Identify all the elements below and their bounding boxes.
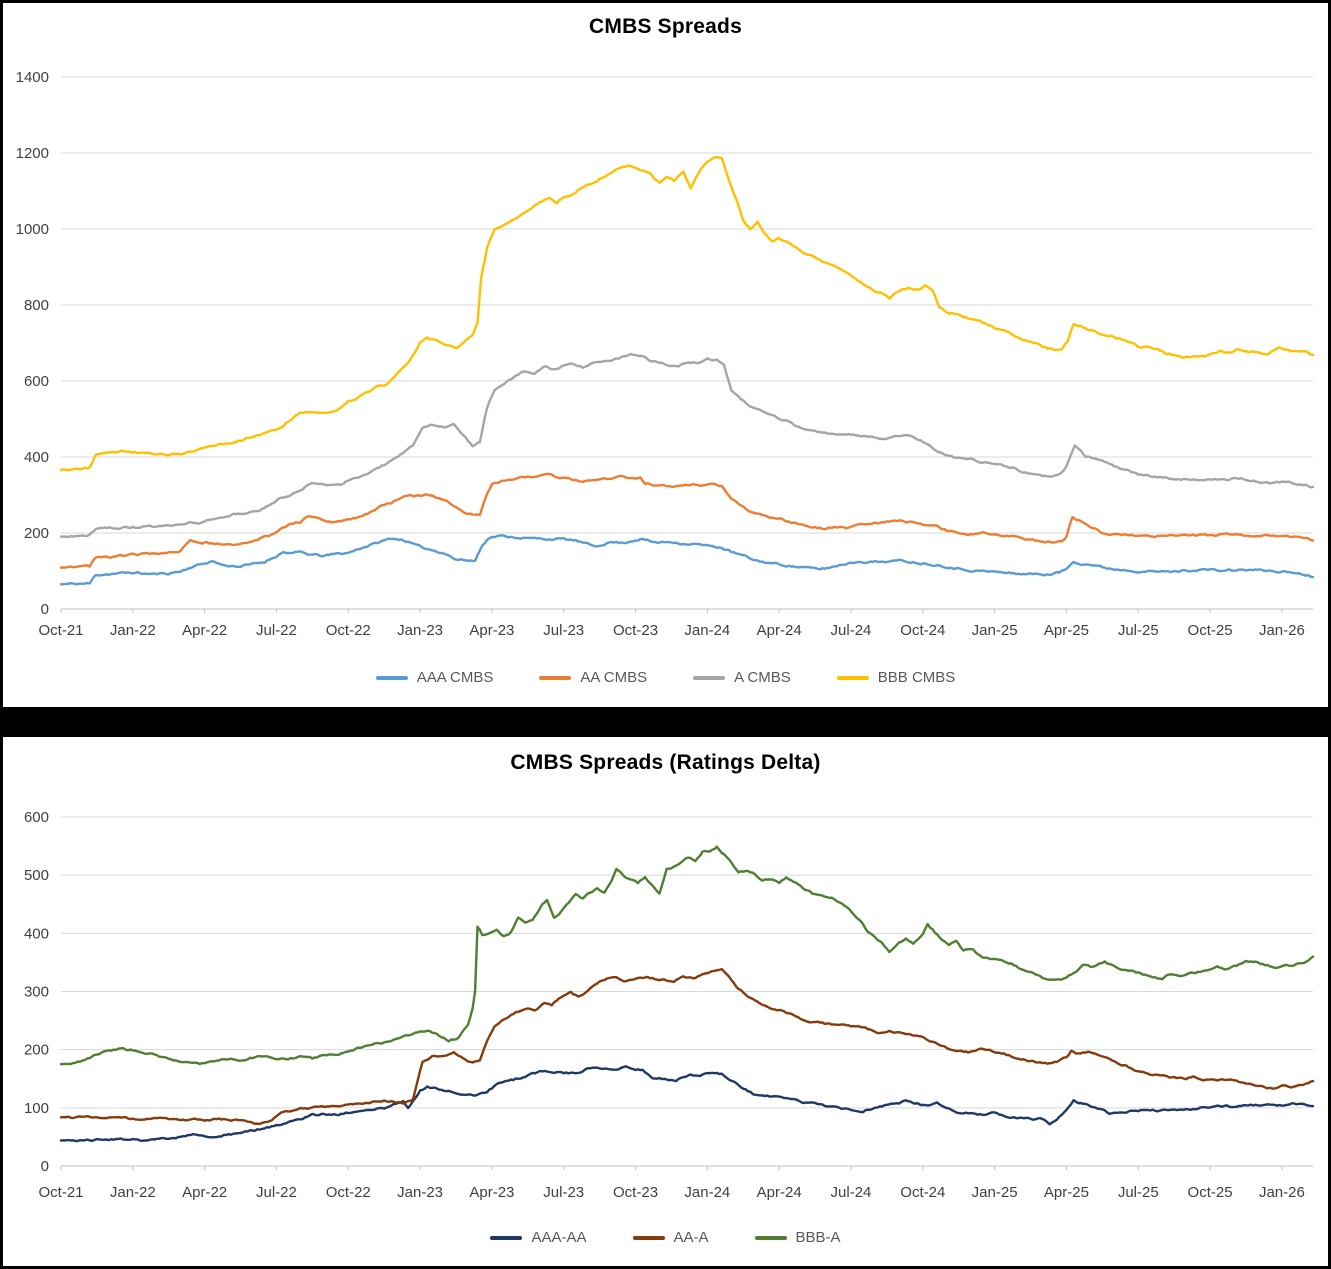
legend-swatch-icon <box>754 1235 787 1240</box>
series-line-bbb-a <box>59 845 1315 1066</box>
x-axis-tick-label: Apr-24 <box>757 622 802 639</box>
x-axis-tick-label: Jul-22 <box>256 622 297 639</box>
bottom-chart-legend: AAA-AA AA-A BBB-A <box>3 1229 1328 1246</box>
y-axis-tick-label: 100 <box>24 1100 49 1117</box>
x-axis-tick-label: Oct-25 <box>1188 622 1233 639</box>
legend-item-aa-a: AA-A <box>632 1229 709 1246</box>
series-line-bbb-cmbs <box>59 156 1315 472</box>
y-axis-tick-label: 200 <box>24 1042 49 1059</box>
series-line-aaa-cmbs <box>59 534 1315 586</box>
legend-item-aa-cmbs: AA CMBS <box>539 669 647 686</box>
top-chart-panel: CMBS Spreads 0 200 400 600 800 1000 1200 1400 Oc… <box>3 3 1328 707</box>
y-axis-tick-label: 1200 <box>16 145 49 162</box>
x-axis-tick-label: Jan-23 <box>397 1184 443 1201</box>
x-axis-tick-label: Apr-22 <box>182 622 227 639</box>
top-chart-canvas: 0 200 400 600 800 1000 1200 1400 Oct-21 Jan-22 Apr… <box>16 69 1315 639</box>
top-chart-title: CMBS Spreads <box>589 15 742 38</box>
x-axis-tick-label: Jul-25 <box>1118 1184 1159 1201</box>
x-axis-tick-label: Jan-24 <box>684 1184 730 1201</box>
series-line-a-cmbs <box>59 352 1315 539</box>
legend-swatch-icon <box>490 1235 523 1240</box>
y-axis-tick-label: 0 <box>41 1158 49 1175</box>
y-axis-tick-label: 600 <box>24 373 49 390</box>
x-axis-tick-label: Oct-21 <box>38 622 83 639</box>
x-axis-tick-label: Jan-25 <box>972 622 1018 639</box>
y-axis-tick-label: 0 <box>41 601 49 618</box>
y-axis-tick-label: 200 <box>24 525 49 542</box>
legend-label: AAA CMBS <box>416 669 494 686</box>
x-axis-tick-label: Jul-23 <box>543 1184 584 1201</box>
top-chart-legend: AAA CMBS AA CMBS A CMBS BBB CMBS <box>3 669 1328 686</box>
legend-item-a-cmbs: A CMBS <box>693 669 791 686</box>
x-axis-tick-label: Apr-24 <box>757 1184 802 1201</box>
x-axis-tick-label: Oct-22 <box>326 1184 371 1201</box>
bottom-chart-title: CMBS Spreads (Ratings Delta) <box>510 751 821 774</box>
legend-swatch-icon <box>539 675 572 680</box>
legend-label: AA-A <box>673 1229 709 1246</box>
legend-label: AA CMBS <box>580 669 648 686</box>
y-axis-tick-label: 800 <box>24 297 49 314</box>
x-axis-tick-label: Oct-23 <box>613 622 658 639</box>
x-axis-tick-label: Apr-23 <box>469 1184 514 1201</box>
legend-item-aaa-aa: AAA-AA <box>490 1229 587 1246</box>
series-line-aaa-aa <box>59 1065 1315 1143</box>
y-axis-tick-label: 400 <box>24 449 49 466</box>
x-axis-tick-label: Jul-25 <box>1118 622 1159 639</box>
legend-swatch-icon <box>693 675 726 680</box>
bottom-chart-panel: CMBS Spreads (Ratings Delta) 0 100 200 300 4… <box>3 737 1328 1266</box>
y-axis-tick-label: 500 <box>24 867 49 884</box>
x-axis-tick-label: Jan-25 <box>972 1184 1018 1201</box>
x-axis-tick-label: Apr-23 <box>469 622 514 639</box>
x-axis-tick-label: Jul-24 <box>831 622 872 639</box>
x-axis-tick-label: Jul-23 <box>543 622 584 639</box>
legend-label: BBB CMBS <box>877 669 956 686</box>
x-axis-tick-label: Jan-24 <box>684 622 730 639</box>
legend-item-bbb-a: BBB-A <box>754 1229 841 1246</box>
legend-label: A CMBS <box>734 669 791 686</box>
x-axis-tick-label: Oct-23 <box>613 1184 658 1201</box>
x-axis-tick-label: Oct-22 <box>326 622 371 639</box>
x-axis-tick-label: Jan-26 <box>1259 622 1305 639</box>
legend-item-aaa-cmbs: AAA CMBS <box>375 669 494 686</box>
x-axis-tick-label: Oct-25 <box>1188 1184 1233 1201</box>
legend-label: AAA-AA <box>531 1229 587 1246</box>
x-axis-tick-label: Jan-23 <box>397 622 443 639</box>
x-axis-tick-label: Apr-25 <box>1044 1184 1089 1201</box>
x-axis-tick-label: Apr-22 <box>182 1184 227 1201</box>
x-axis-tick-label: Jan-22 <box>110 622 156 639</box>
y-axis-tick-label: 1000 <box>16 221 49 238</box>
x-axis-tick-label: Jul-22 <box>256 1184 297 1201</box>
x-axis-tick-label: Oct-21 <box>38 1184 83 1201</box>
x-axis-tick-label: Jan-26 <box>1259 1184 1305 1201</box>
x-axis-tick-label: Oct-24 <box>900 1184 945 1201</box>
x-axis-tick-label: Apr-25 <box>1044 622 1089 639</box>
legend-swatch-icon <box>836 675 869 680</box>
y-axis-tick-label: 400 <box>24 925 49 942</box>
legend-label: BBB-A <box>795 1229 841 1246</box>
series-line-aa-a <box>59 967 1315 1126</box>
y-axis-tick-label: 300 <box>24 984 49 1001</box>
legend-swatch-icon <box>632 1235 665 1240</box>
y-axis-tick-label: 1400 <box>16 69 49 86</box>
bottom-chart-canvas: 0 100 200 300 400 500 600 Oct-21 Jan-22 Apr-22 Jul… <box>24 809 1315 1201</box>
y-axis-tick-label: 600 <box>24 809 49 826</box>
x-axis-tick-label: Oct-24 <box>900 622 945 639</box>
x-axis-tick-label: Jan-22 <box>110 1184 156 1201</box>
legend-item-bbb-cmbs: BBB CMBS <box>836 669 956 686</box>
series-line-aa-cmbs <box>59 472 1315 569</box>
legend-swatch-icon <box>375 675 408 680</box>
x-axis-tick-label: Jul-24 <box>831 1184 872 1201</box>
